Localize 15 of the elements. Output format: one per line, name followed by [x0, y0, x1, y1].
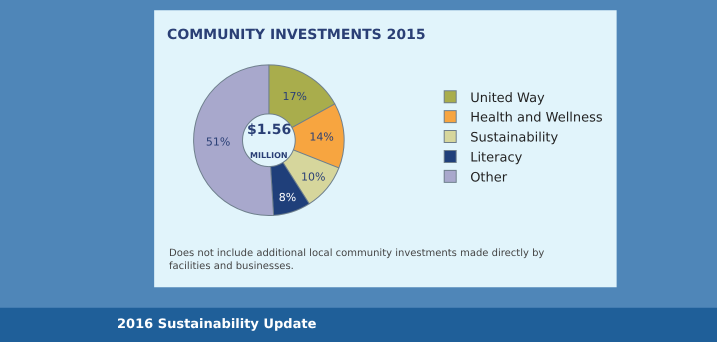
text: 2016 Sustainability Update — [117, 317, 317, 332]
text: Does not include additional local community investments made directly by facilities and businesses. — [169, 248, 544, 272]
data-label: 17% — [282, 90, 307, 103]
text: MILLION — [250, 151, 288, 160]
chart-title: COMMUNITY INVESTMENTS 2015 — [167, 27, 426, 44]
data-label: 8% — [278, 191, 296, 204]
legend-label: Literacy — [470, 150, 523, 166]
text: $1.56 — [247, 122, 292, 138]
legend-label: United Way — [470, 90, 546, 106]
legend-label: Sustainability — [470, 130, 559, 146]
data-label: 51% — [206, 135, 230, 148]
legend-label: Health and Wellness — [470, 110, 603, 126]
data-label: 10% — [300, 170, 326, 184]
legend-label: Other — [470, 170, 508, 186]
data-label: 14% — [309, 130, 334, 144]
